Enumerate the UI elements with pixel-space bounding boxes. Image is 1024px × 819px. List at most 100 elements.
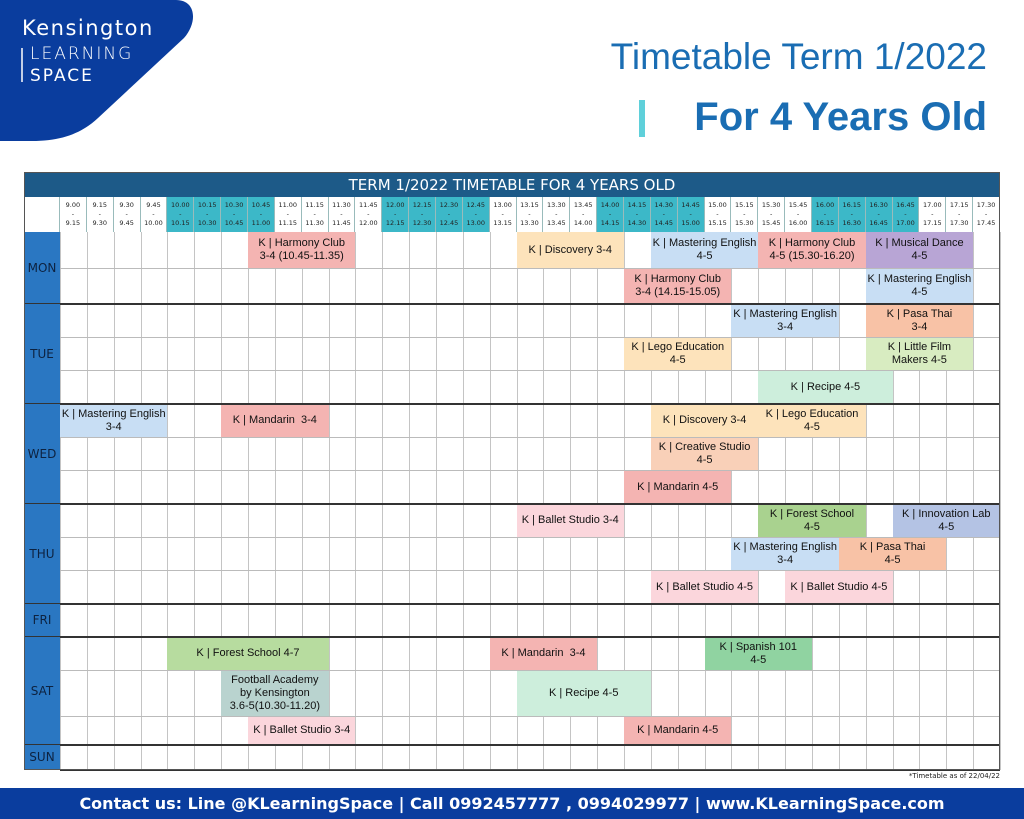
class-label: K | Mandarin 3-4: [501, 647, 586, 659]
slot-start: 15.00: [708, 201, 727, 209]
class-label: 4-5: [804, 520, 820, 533]
class-block: K | Musical Dance 4-5: [865, 232, 974, 268]
column-line: [436, 232, 437, 770]
slot-separator: -: [340, 210, 343, 218]
slot-separator: -: [984, 210, 988, 218]
slot-start: 17.00: [923, 201, 942, 209]
slot-end: 9.45: [119, 219, 134, 227]
class-label: 3.6-5(10.30-11.20): [229, 699, 320, 712]
class-label: 3-4: [105, 420, 122, 433]
class-label: Football Academy: [231, 673, 319, 686]
class-label: K | Recipe 4-5: [548, 686, 619, 699]
class-block: K | Ballet Studio 4-5: [785, 570, 893, 604]
slot-header: 17.30-17.45: [973, 197, 1000, 232]
slot-separator: -: [98, 210, 101, 218]
slot-header: 11.00-11.15: [274, 197, 302, 232]
class-block: K | Mastering English 4-5: [865, 268, 974, 304]
page-title: Timetable Term 1/2022: [610, 36, 987, 77]
slot-separator: -: [770, 210, 773, 218]
class-label: K | Harmony Club: [634, 273, 722, 285]
column-line: [758, 232, 760, 770]
class-block: K | Lego Education 4-5: [758, 404, 866, 437]
class-label: K | Mastering English: [733, 540, 837, 553]
column-line: [328, 232, 330, 770]
slot-header: 9.30-9.45: [113, 197, 141, 232]
class-block: K | Mastering English 4-5: [650, 232, 759, 268]
class-label: K | Harmony Club: [258, 237, 346, 249]
class-label: K | Mastering English: [867, 273, 972, 285]
row-line: [60, 669, 1000, 671]
day-label: THU: [24, 504, 60, 604]
slot-header: 10.30-10.45: [221, 197, 248, 232]
column-line: [731, 232, 733, 770]
slot-separator: -: [152, 210, 155, 218]
slot-header: 10.45-11.00: [248, 197, 275, 232]
slot-end: 10.30: [197, 219, 217, 227]
slot-end: 10.15: [171, 219, 190, 227]
slot-start: 16.00: [815, 201, 835, 209]
table-title: TERM 1/2022 TIMETABLE FOR 4 YEARS OLD: [24, 172, 1000, 197]
slot-start: 15.15: [735, 201, 754, 209]
slot-header: 15.00-15.15: [704, 197, 732, 232]
class-label: K | Pasa Thai: [886, 307, 953, 320]
slot-header: 12.30-12.45: [436, 197, 463, 232]
column-line: [489, 232, 491, 770]
day-label: MON: [24, 232, 60, 304]
slot-start: 10.00: [171, 201, 190, 209]
class-label: 3-4 (14.15-15.05): [635, 286, 721, 298]
slot-end: 14.00: [573, 219, 593, 227]
slot-header: 14.15-14.30: [624, 197, 651, 232]
row-line: [60, 436, 1000, 438]
slot-start: 14.00: [600, 201, 620, 209]
class-label: K | Pasa Thai: [859, 540, 926, 553]
row-line: [60, 744, 1000, 746]
class-block: K | Mastering English 3-4: [731, 537, 839, 570]
row-line: [60, 769, 1000, 771]
row-line: [60, 569, 1000, 571]
slot-header: 10.00-10.15: [167, 197, 195, 232]
class-label: K | Ballet Studio 4-5: [790, 580, 888, 593]
class-label: 4-5: [911, 250, 928, 262]
class-block: K | Harmony Club 4-5 (15.30-16.20): [758, 232, 866, 268]
slot-end: 16.45: [869, 219, 888, 227]
slot-header: 14.45-15.00: [677, 197, 705, 232]
class-block: K | Pasa Thai 4-5: [838, 537, 947, 570]
slot-start: 9.30: [119, 201, 134, 209]
row-line: [60, 336, 1000, 338]
slot-header: 16.30-16.45: [865, 197, 893, 232]
slot-separator: -: [286, 210, 289, 218]
slot-end: 9.15: [65, 219, 81, 227]
class-block: K | Forest School 4-5: [758, 504, 866, 537]
slot-end: 17.15: [923, 219, 942, 227]
slot-separator: -: [877, 210, 880, 218]
slot-end: 11.15: [278, 219, 298, 227]
slot-header: 14.30-14.45: [650, 197, 678, 232]
slot-separator: -: [313, 210, 316, 218]
slot-header: 15.30-15.45: [758, 197, 786, 232]
slot-start: 13.15: [520, 201, 539, 209]
slot-separator: -: [420, 210, 424, 218]
logo-shape: [0, 0, 194, 141]
slot-start: 16.30: [869, 201, 888, 209]
slot-start: 17.15: [949, 201, 969, 209]
slot-end: 12.15: [385, 219, 405, 227]
slot-header: 15.15-15.30: [731, 197, 759, 232]
class-label: K | Little Film: [887, 340, 952, 353]
slot-separator: -: [125, 210, 128, 218]
slot-header: 9.15-9.30: [86, 197, 114, 232]
slot-start: 16.45: [896, 201, 915, 209]
slot-end: 13.15: [493, 219, 512, 227]
column-line: [516, 232, 518, 770]
column-line: [597, 232, 599, 770]
slot-start: 11.30: [332, 201, 351, 209]
row-line: [60, 715, 1000, 717]
slot-end: 13.30: [520, 219, 539, 227]
class-block: K | Mastering English 3-4: [731, 304, 839, 337]
slot-start: 11.00: [278, 201, 298, 209]
slot-separator: -: [501, 210, 504, 218]
column-line: [865, 232, 867, 770]
class-label: 4-5: [804, 420, 820, 433]
column-line: [973, 232, 975, 770]
slot-end: 15.15: [708, 219, 727, 227]
